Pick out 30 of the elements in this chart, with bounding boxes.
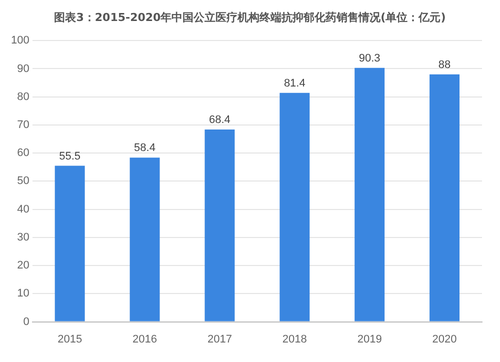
bar (430, 74, 460, 322)
y-tick-label: 100 (10, 34, 30, 47)
x-tick-label: 2018 (282, 333, 307, 346)
data-label: 88 (438, 58, 451, 71)
bar (130, 158, 160, 322)
y-tick-label: 70 (17, 118, 30, 131)
y-tick-label: 50 (17, 175, 30, 188)
y-tick-label: 10 (17, 288, 30, 300)
bar (204, 129, 235, 322)
x-tick-label: 2015 (58, 333, 82, 346)
x-tick-label: 2020 (432, 333, 457, 346)
y-tick-label: 60 (17, 147, 30, 160)
x-tick-label: 2016 (132, 333, 158, 346)
y-tick-label: 0 (23, 316, 30, 328)
data-label: 90.3 (358, 52, 380, 64)
x-tick-label: 2017 (207, 333, 232, 346)
chart-title: 图表3：2015-2020年中国公立医疗机构终端抗抑郁化药销售情况(单位：亿元) (53, 10, 447, 26)
data-label: 55.5 (59, 150, 81, 162)
y-tick-label: 80 (17, 90, 30, 103)
bar (354, 68, 385, 322)
data-label: 81.4 (284, 77, 306, 90)
y-tick-label: 40 (17, 203, 30, 216)
y-tick-label: 20 (17, 260, 30, 272)
y-tick-label: 30 (17, 231, 30, 244)
bar (280, 92, 310, 322)
data-label: 68.4 (208, 114, 230, 126)
y-tick-label: 90 (17, 62, 30, 75)
bar (54, 166, 85, 322)
x-tick-label: 2019 (357, 333, 382, 346)
data-label: 58.4 (134, 142, 156, 154)
